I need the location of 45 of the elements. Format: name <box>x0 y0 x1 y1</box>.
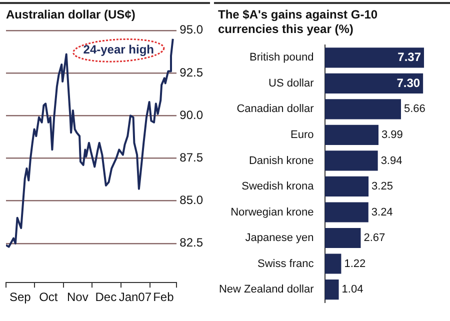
y-tick-label: 95.0 <box>180 22 204 37</box>
data-label: 5.66 <box>404 103 426 116</box>
bar <box>324 124 378 146</box>
bar <box>324 99 401 120</box>
y-tick-label: 82.5 <box>180 236 204 250</box>
y-tick-label: Swiss franc <box>258 258 314 270</box>
data-label: 2.67 <box>364 232 386 244</box>
annotation: 24-year high <box>83 42 154 57</box>
bar <box>324 254 342 274</box>
bar <box>324 176 369 197</box>
x-tick-label: Jan07 <box>118 290 152 304</box>
x-tick-label: Feb <box>153 290 174 304</box>
y-tick-label: US dollar <box>268 77 314 90</box>
bar <box>324 202 368 222</box>
data-label: 3.24 <box>371 206 393 218</box>
bar <box>324 279 339 300</box>
bar <box>324 150 378 171</box>
x-tick-label: Nov <box>66 290 88 304</box>
data-label: 1.04 <box>342 284 364 296</box>
y-tick-label: 92.5 <box>180 65 204 80</box>
y-tick-label: Swedish krona <box>242 180 315 193</box>
x-tick-label: Oct <box>39 290 58 304</box>
y-tick-label: 90.0 <box>180 108 204 122</box>
x-tick-label: Sep <box>9 290 32 304</box>
y-tick-label: 87.5 <box>180 150 204 165</box>
bar <box>324 48 424 68</box>
y-tick-label: Japanese yen <box>245 232 314 244</box>
y-tick-label: British pound <box>250 52 314 64</box>
data-label: 3.25 <box>372 180 393 193</box>
data-label: 7.30 <box>396 76 420 90</box>
y-tick-label: 85.0 <box>180 193 204 208</box>
y-tick-label: Danish krone <box>248 154 314 167</box>
data-label: 3.94 <box>380 154 402 167</box>
data-label: 3.99 <box>381 128 403 141</box>
bar <box>324 228 361 248</box>
chart-title: Australian dollar (US¢) <box>6 8 136 22</box>
y-tick-label: Euro <box>290 128 314 141</box>
x-tick-label: Dec <box>95 290 117 304</box>
chart-title: The $A's gains against G-10 currencies this year (%) <box>218 8 378 36</box>
data-label: 7.37 <box>398 50 422 64</box>
y-tick-label: Canadian dollar <box>236 103 314 116</box>
y-tick-label: New Zealand dollar <box>218 284 314 296</box>
data-label: 1.22 <box>344 258 366 270</box>
y-tick-label: Norwegian krone <box>230 206 314 218</box>
bar <box>324 73 424 94</box>
